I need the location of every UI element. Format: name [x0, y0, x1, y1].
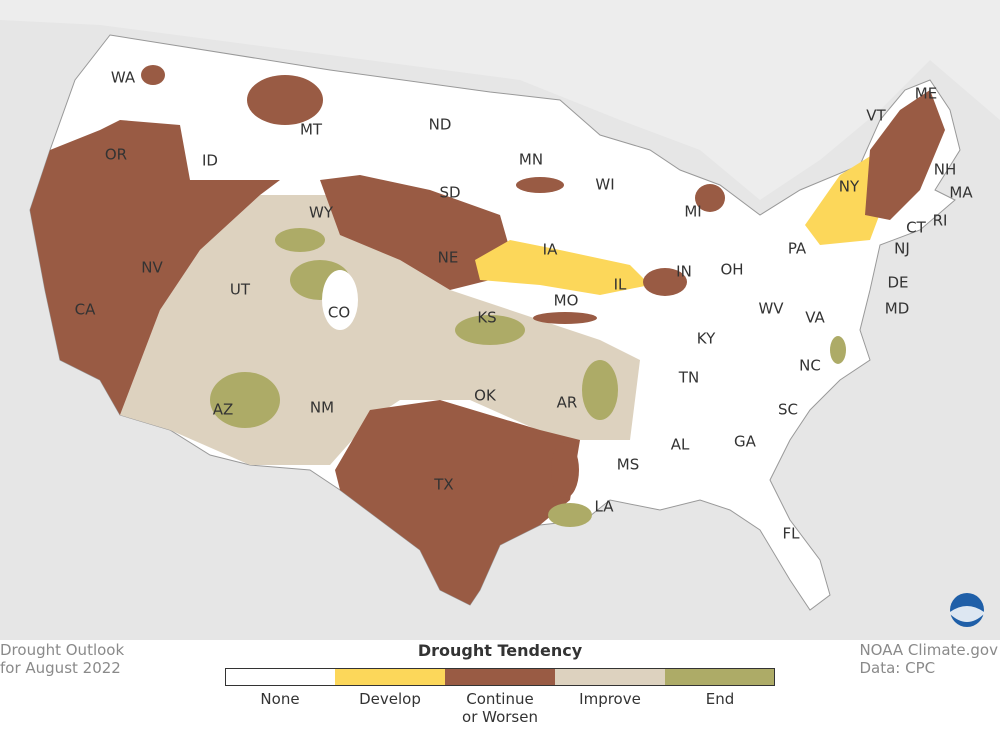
legend-swatch	[555, 668, 665, 686]
end-area	[548, 503, 592, 527]
worsen-area	[247, 75, 323, 125]
caption-left: Drought Outlook for August 2022	[0, 641, 124, 677]
state-label: WA	[111, 69, 136, 87]
noaa-logo	[950, 593, 984, 627]
worsen-area	[533, 312, 597, 324]
worsen-area	[30, 120, 280, 415]
caption-right: NOAA Climate.gov Data: CPC	[859, 641, 998, 677]
state-label: NH	[934, 161, 957, 179]
worsen-area	[643, 268, 687, 296]
state-label: NV	[141, 259, 163, 277]
state-label: UT	[230, 281, 251, 299]
state-label: VT	[866, 107, 886, 125]
end-area	[210, 372, 280, 428]
state-label: RI	[933, 212, 948, 230]
end-area	[455, 315, 525, 345]
state-label: IN	[676, 263, 692, 281]
state-label: MT	[300, 121, 323, 139]
state-label: WI	[595, 176, 614, 194]
state-label: OR	[105, 146, 127, 164]
caption-line: Drought Outlook	[0, 641, 125, 659]
state-label: PA	[788, 240, 807, 258]
state-label: WY	[309, 204, 334, 222]
legend-label: Improve	[579, 690, 641, 708]
state-label: NE	[438, 249, 459, 267]
state-label: MA	[949, 184, 973, 202]
logo-wave	[950, 606, 984, 622]
state-label: FL	[783, 525, 801, 543]
state-label: SC	[778, 401, 798, 419]
state-label: IA	[543, 241, 558, 259]
map: WA OR CA NV ID MT WY UT AZ NM CO ND SD N…	[0, 0, 1000, 640]
state-label: MD	[885, 300, 910, 318]
state-label: MO	[554, 292, 579, 310]
state-label: VA	[805, 309, 825, 327]
legend-swatch	[225, 668, 335, 686]
legend-swatch	[445, 668, 555, 686]
state-label: AR	[557, 394, 578, 412]
state-label: DE	[887, 274, 908, 292]
canada	[0, 0, 1000, 200]
worsen-area	[141, 65, 165, 85]
state-label: NC	[799, 357, 821, 375]
state-label: CT	[906, 219, 926, 237]
state-label: TX	[433, 476, 453, 494]
caption-line: for August 2022	[0, 659, 121, 677]
none-area	[322, 270, 358, 330]
worsen-area	[551, 442, 579, 498]
legend-label: End	[705, 690, 735, 708]
state-label: AZ	[213, 401, 234, 419]
caption-line: Data: CPC	[859, 659, 936, 677]
caption-line: NOAA Climate.gov	[859, 641, 998, 659]
drought-areas	[30, 65, 945, 605]
state-label: OK	[474, 387, 497, 405]
worsen-area	[335, 400, 580, 605]
state-label: IL	[614, 276, 627, 294]
legend-label: Develop	[359, 690, 421, 708]
state-label: SD	[439, 184, 460, 202]
state-label: ID	[202, 152, 218, 170]
legend-swatch	[335, 668, 445, 686]
legend-title: Drought Tendency	[417, 641, 583, 660]
legend-label: None	[260, 690, 300, 708]
state-label: CO	[328, 304, 350, 322]
state-label: NY	[839, 178, 860, 196]
state-label: NM	[310, 399, 334, 417]
worsen-area	[865, 90, 945, 220]
develop-area	[805, 150, 885, 245]
state-label: ND	[429, 116, 452, 134]
state-label: CA	[75, 301, 96, 319]
worsen-area	[320, 175, 510, 290]
legend-swatch	[665, 668, 775, 686]
state-label: TN	[678, 369, 699, 387]
state-label: MI	[684, 203, 701, 221]
state-label: ME	[915, 85, 937, 103]
legend-label: Continue or Worsen	[462, 690, 538, 726]
state-label: AL	[671, 436, 690, 454]
worsen-area	[695, 184, 725, 212]
develop-area	[475, 240, 650, 295]
state-label: KY	[697, 330, 716, 348]
end-area	[275, 228, 325, 252]
end-area	[582, 360, 618, 420]
worsen-area	[516, 177, 564, 193]
state-label: KS	[477, 309, 496, 327]
end-area	[830, 336, 846, 364]
state-label: MN	[519, 151, 543, 169]
state-labels: WA OR CA NV ID MT WY UT AZ NM CO ND SD N…	[75, 69, 974, 543]
state-label: NJ	[894, 240, 910, 258]
state-label: WV	[758, 300, 784, 318]
state-label: OH	[720, 261, 743, 279]
state-label: MS	[617, 456, 639, 474]
state-label: GA	[734, 433, 757, 451]
state-label: LA	[595, 498, 615, 516]
